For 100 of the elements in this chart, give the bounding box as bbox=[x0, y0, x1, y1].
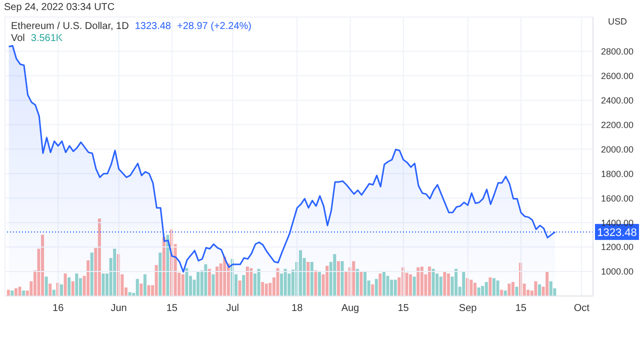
bar bbox=[515, 286, 518, 296]
bar bbox=[420, 266, 424, 296]
bar bbox=[44, 276, 48, 296]
bar bbox=[71, 281, 74, 296]
bar bbox=[534, 281, 538, 296]
bar bbox=[246, 266, 249, 296]
bar bbox=[352, 261, 356, 296]
bar bbox=[284, 268, 287, 296]
bar bbox=[439, 276, 442, 296]
y-tick-label: 1200.00 bbox=[601, 242, 634, 252]
bar bbox=[212, 274, 215, 296]
chart-title: Ethereum / U.S. Dollar, 1D bbox=[11, 21, 129, 32]
x-tick-label: 15 bbox=[515, 303, 527, 314]
bar bbox=[382, 271, 386, 296]
bar bbox=[64, 274, 67, 296]
annotation: 3.561K bbox=[30, 33, 63, 44]
x-tick-label: Oct bbox=[574, 303, 590, 314]
x-tick-label: Aug bbox=[341, 303, 360, 314]
bar bbox=[208, 268, 211, 296]
bar bbox=[306, 262, 310, 296]
bar bbox=[378, 274, 382, 296]
bar bbox=[488, 277, 492, 296]
bar bbox=[504, 290, 507, 296]
y-axis-title: USD bbox=[608, 16, 628, 26]
bar bbox=[250, 268, 253, 296]
bar bbox=[462, 271, 466, 296]
bar bbox=[41, 234, 44, 296]
bar bbox=[223, 256, 226, 296]
bar bbox=[90, 252, 94, 296]
y-tick-label: 2600.00 bbox=[601, 70, 634, 81]
bar bbox=[394, 280, 397, 296]
bar bbox=[314, 270, 318, 296]
bar bbox=[140, 284, 143, 296]
y-tick-label: 2400.00 bbox=[601, 95, 634, 106]
annotation: +28.97 (+2.24%) bbox=[176, 21, 252, 32]
y-tick-label: 1000.00 bbox=[601, 266, 634, 277]
annotation: Vol bbox=[11, 33, 25, 44]
bar bbox=[344, 272, 348, 296]
bar bbox=[216, 266, 219, 296]
bar bbox=[390, 280, 394, 296]
bar bbox=[68, 277, 71, 296]
bar bbox=[409, 274, 412, 296]
bar bbox=[143, 274, 146, 296]
bar bbox=[333, 254, 336, 296]
x-tick-label: 16 bbox=[52, 303, 64, 314]
y-tick-label: 2000.00 bbox=[601, 144, 634, 154]
bar bbox=[511, 282, 514, 296]
y-tick-label: 2200.00 bbox=[601, 120, 634, 130]
bar bbox=[242, 275, 246, 296]
bar bbox=[386, 276, 390, 296]
bar bbox=[264, 284, 268, 296]
bar bbox=[86, 260, 90, 296]
x-tick-label: Sep bbox=[458, 303, 478, 314]
bar bbox=[18, 286, 22, 296]
x-tick-label: 15 bbox=[166, 303, 178, 314]
bar bbox=[474, 282, 477, 296]
bar bbox=[154, 265, 158, 296]
bar bbox=[340, 261, 344, 296]
bar bbox=[508, 284, 511, 296]
bar bbox=[356, 268, 359, 296]
bar bbox=[181, 274, 184, 296]
bar bbox=[238, 280, 242, 296]
bar bbox=[470, 280, 473, 296]
bar bbox=[412, 276, 416, 296]
bar bbox=[22, 290, 26, 296]
bar bbox=[371, 284, 374, 296]
bar bbox=[185, 268, 188, 296]
bar bbox=[492, 278, 496, 296]
bar bbox=[432, 268, 435, 296]
bar bbox=[60, 284, 64, 296]
bar bbox=[158, 252, 162, 296]
bar bbox=[299, 250, 302, 296]
bar bbox=[147, 285, 150, 296]
bar bbox=[98, 218, 101, 296]
bar bbox=[113, 248, 116, 296]
bar bbox=[336, 261, 340, 296]
bar bbox=[374, 278, 378, 296]
bar bbox=[14, 288, 18, 296]
bar bbox=[363, 272, 366, 296]
bar bbox=[416, 267, 420, 296]
bar bbox=[75, 274, 78, 296]
bar bbox=[10, 290, 14, 296]
ref-line-label: 1323.48 bbox=[597, 226, 637, 239]
bar bbox=[48, 284, 52, 296]
bar bbox=[261, 282, 264, 296]
annotation: 1323.48 bbox=[134, 21, 171, 32]
bar bbox=[538, 284, 541, 296]
bar bbox=[166, 234, 170, 296]
bar bbox=[162, 237, 166, 296]
y-tick-label: 1800.00 bbox=[601, 168, 634, 179]
bar bbox=[428, 266, 431, 296]
x-tick-label: 15 bbox=[398, 303, 410, 314]
x-tick-label: Jul bbox=[226, 303, 240, 314]
bar bbox=[546, 272, 549, 296]
bar bbox=[326, 266, 329, 296]
bar bbox=[549, 281, 552, 296]
y-tick-label: 2800.00 bbox=[601, 46, 634, 56]
bar bbox=[443, 271, 446, 296]
bar bbox=[446, 274, 450, 296]
bar bbox=[196, 271, 200, 296]
